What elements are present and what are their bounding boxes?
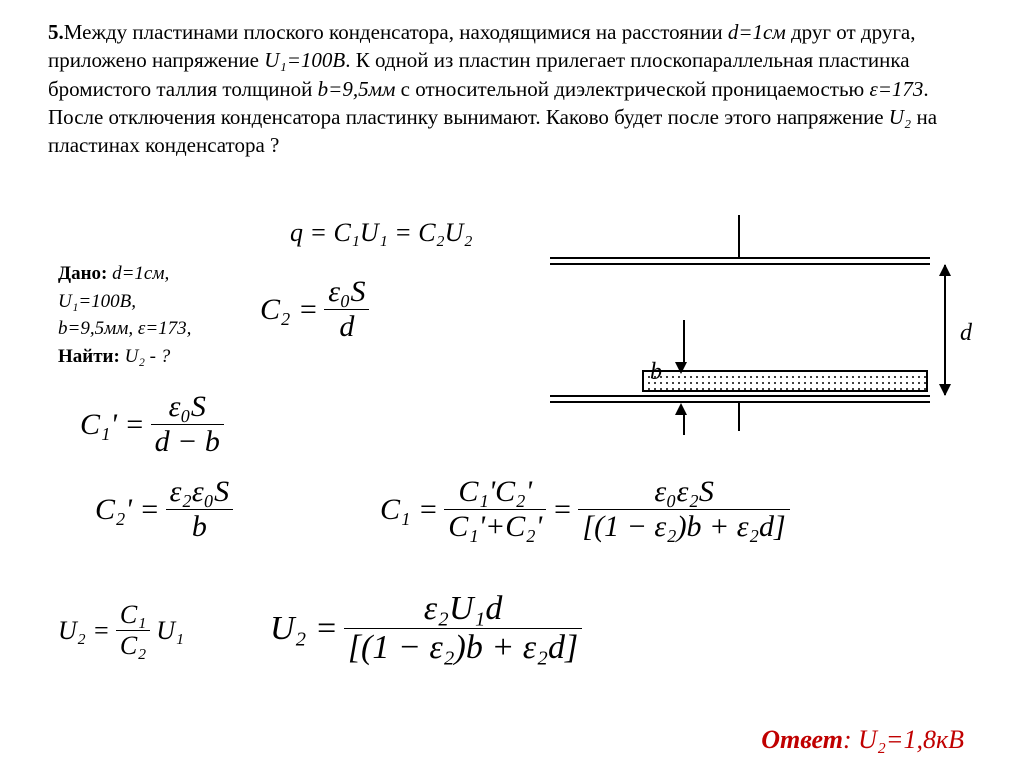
plate-bottom <box>550 395 930 403</box>
given-block: Дано: d=1см, U₁=100В, b=9,5мм, ε=173, На… <box>58 260 258 370</box>
find-header: Найти: <box>58 346 120 367</box>
dimension-b-arrow-bot <box>680 403 687 435</box>
label-b: b <box>650 359 662 386</box>
answer-label: Ответ <box>761 725 843 754</box>
lead-bottom <box>738 403 740 431</box>
formula-C2prime: C₂' = ε₂ε₀S b <box>95 475 233 544</box>
label-d: d <box>960 320 972 347</box>
answer-value: : U₂=1,8кВ <box>843 725 964 754</box>
given-header: Дано: <box>58 263 107 284</box>
problem-statement: 5.Между пластинами плоского конденсатора… <box>48 18 976 160</box>
formula-q: q = C₁U₁ = C₂U₂ <box>290 218 472 248</box>
formula-C2: C₂ = ε₀S d <box>260 275 369 344</box>
capacitor-diagram: d b <box>550 215 960 430</box>
formula-U2a: U₂ = C₁ C₂ U₁ <box>58 600 184 661</box>
answer: Ответ: U₂=1,8кВ <box>761 725 964 755</box>
formula-U2b: U₂ = ε₂U₁d [(1 − ε₂)b + ε₂d] <box>270 590 582 667</box>
dimension-b-arrow-top <box>680 320 687 374</box>
lead-top <box>738 215 740 257</box>
formula-C1prime: C₁' = ε₀S d − b <box>80 390 224 459</box>
plate-top <box>550 257 930 265</box>
problem-number: 5. <box>48 20 64 44</box>
formula-C1: C₁ = C₁'C₂' C₁'+C₂' = ε₀ε₂S [(1 − ε₂)b +… <box>380 475 790 544</box>
